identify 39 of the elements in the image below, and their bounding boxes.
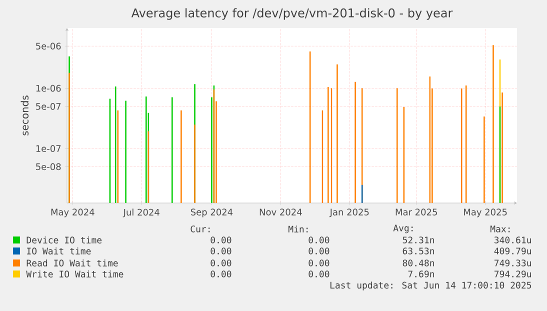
text: Min: <box>288 226 308 232</box>
text: 7.69n <box>408 270 434 278</box>
legend-label: Write IO Wait time <box>26 270 124 278</box>
x-tick-label: Nov 2024 <box>260 208 302 216</box>
text: 0.00 <box>210 260 232 266</box>
legend-label: Device IO time <box>26 236 102 244</box>
legend-label: Read IO Wait time <box>26 260 118 266</box>
text: 0.00 <box>308 236 330 244</box>
y-tick-label: 5e-06 <box>36 42 61 50</box>
y-axis-title: seconds <box>20 96 29 136</box>
text: 0.00 <box>210 248 232 254</box>
x-tick-label: May 2025 <box>464 208 507 218</box>
x-tick-label: Sep 2024 <box>190 208 233 218</box>
x-tick-label: May 2024 <box>51 208 94 218</box>
y-tick-label: 5e-07 <box>36 103 61 110</box>
text: Last update: Sat Jun 14 17:00:10 2025 <box>330 282 532 290</box>
text: 0.00 <box>210 270 232 278</box>
text: 0.00 <box>308 270 330 278</box>
x-tick-label: Jul 2024 <box>122 208 160 218</box>
text: 409.79u <box>494 248 531 254</box>
text: 80.48n <box>402 260 434 266</box>
text: Max: <box>490 226 510 232</box>
text: 0.00 <box>210 236 232 244</box>
y-tick-label: 1e-07 <box>36 145 61 152</box>
text: 0.00 <box>308 260 330 266</box>
x-tick-label: Mar 2025 <box>396 208 437 216</box>
chart-title: Average latency for /dev/pve/vm-201-disk-0 - by year <box>131 8 453 20</box>
text: 340.61u <box>494 236 531 244</box>
text: Cur: <box>190 226 210 232</box>
text: 63.53n <box>402 248 434 254</box>
y-tick-label: 1e-06 <box>36 84 61 92</box>
x-tick-label: Jan 2025 <box>329 208 369 218</box>
y-tick-label: 5e-08 <box>36 163 61 170</box>
text: 0.00 <box>308 248 330 254</box>
text: Avg: <box>393 224 413 234</box>
legend-label: IO Wait time <box>27 248 91 254</box>
text: 794.29u <box>494 270 531 278</box>
text: 52.31n <box>402 236 434 244</box>
text: 749.33u <box>494 260 531 266</box>
